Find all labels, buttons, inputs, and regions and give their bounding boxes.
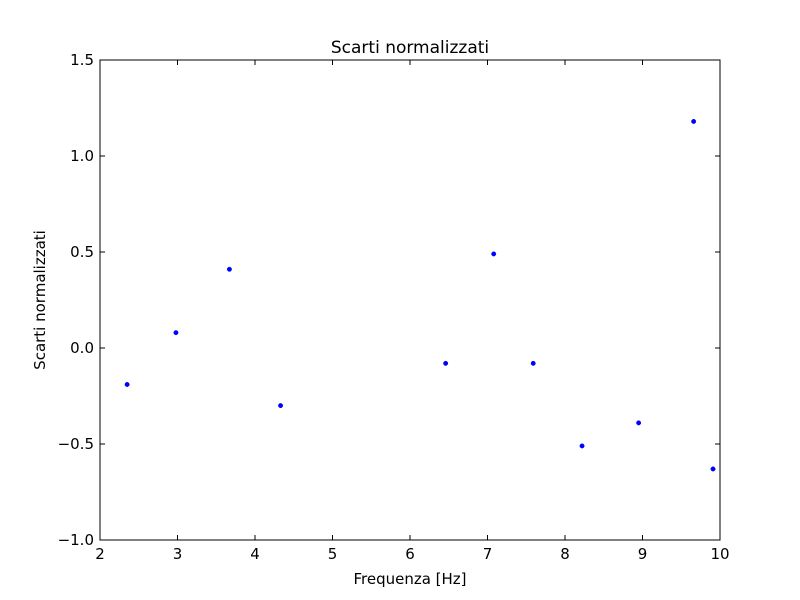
data-point	[124, 382, 130, 387]
x-tick-label: 9	[638, 545, 648, 563]
data-point	[710, 466, 716, 472]
x-tick-label: 8	[560, 545, 570, 563]
y-axis-label: Scarti normalizzati	[31, 230, 49, 370]
data-point	[530, 360, 536, 366]
x-tick-label: 3	[173, 545, 183, 563]
data-point	[226, 266, 232, 272]
data-point	[443, 360, 449, 366]
x-axis-label: Frequenza [Hz]	[353, 570, 466, 588]
data-point	[278, 403, 284, 409]
y-tick-label: 0.5	[70, 243, 94, 261]
y-tick-label: −1.0	[58, 531, 94, 549]
y-tick-label: 1.5	[70, 51, 94, 69]
chart-title: Scarti normalizzati	[331, 38, 489, 58]
data-point	[173, 330, 179, 336]
data-point	[636, 420, 642, 426]
x-tick-label: 10	[710, 545, 729, 563]
data-point	[691, 118, 697, 124]
y-tick-label: 1.0	[70, 147, 94, 165]
data-points	[124, 118, 716, 472]
data-point	[579, 443, 585, 449]
y-tick-label: 0.0	[70, 339, 94, 357]
plot-area-frame	[99, 59, 721, 541]
data-point	[491, 251, 497, 257]
x-tick-label: 5	[328, 545, 338, 563]
y-tick-label: −0.5	[58, 435, 94, 453]
x-tick-label: 4	[250, 545, 260, 563]
x-tick-label: 6	[405, 545, 415, 563]
x-tick-label: 7	[483, 545, 493, 563]
x-tick-label: 2	[95, 545, 105, 563]
